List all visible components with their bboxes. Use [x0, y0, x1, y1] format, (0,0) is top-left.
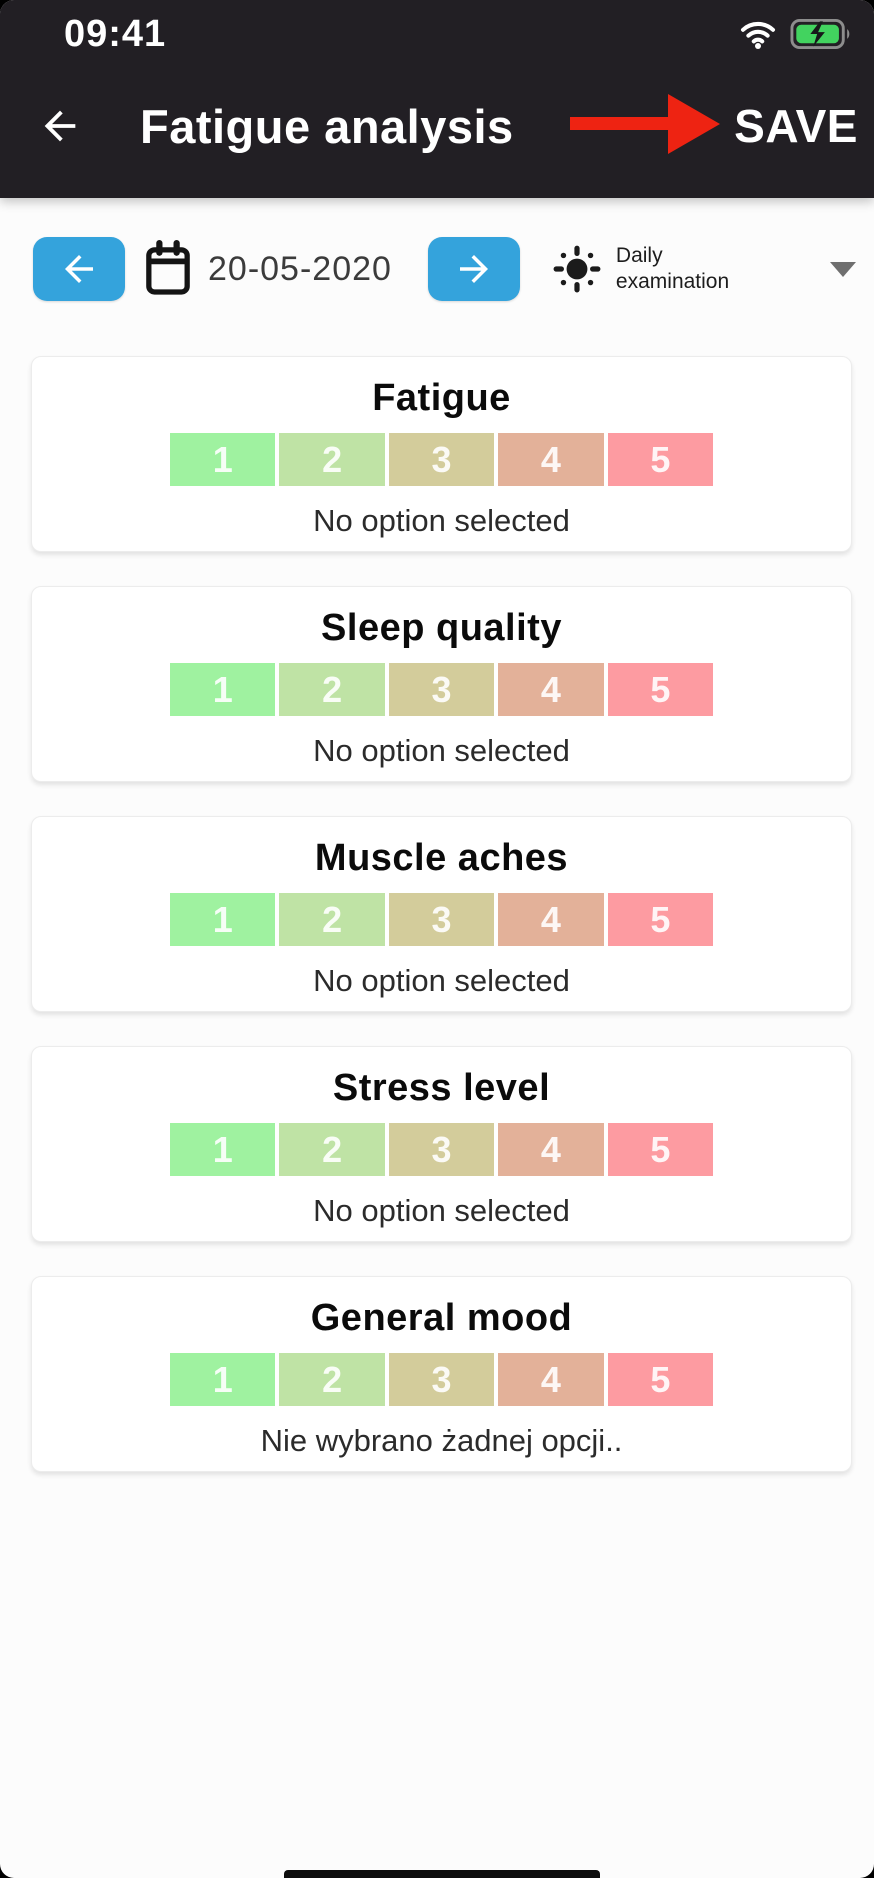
status-bar: 09:41	[0, 0, 874, 55]
battery-charging-icon	[790, 18, 852, 50]
rating-option-5[interactable]: 5	[607, 1123, 714, 1176]
annotation-arrow-icon	[570, 86, 722, 167]
status-icons	[740, 18, 852, 50]
card-sleep-quality: Sleep quality 1 2 3 4 5 No option selected	[31, 586, 852, 782]
rating-option-2[interactable]: 2	[279, 1123, 385, 1176]
examination-mode-label[interactable]: Daily examination	[615, 244, 730, 293]
next-day-button[interactable]	[427, 237, 520, 301]
selection-status: No option selected	[313, 503, 570, 538]
rating-option-1[interactable]: 1	[170, 433, 276, 486]
chevron-down-icon[interactable]	[830, 261, 856, 277]
card-muscle-aches: Muscle aches 1 2 3 4 5 No option selected	[31, 816, 852, 1012]
selection-status: No option selected	[313, 733, 570, 768]
rating-option-4[interactable]: 4	[498, 1123, 604, 1176]
rating-option-1[interactable]: 1	[170, 663, 276, 716]
rating-option-3[interactable]: 3	[388, 893, 495, 946]
card-title: Stress level	[332, 1067, 551, 1109]
home-indicator[interactable]	[284, 1870, 600, 1878]
card-fatigue: Fatigue 1 2 3 4 5 No option selected	[31, 356, 852, 552]
rating-option-2[interactable]: 2	[279, 663, 385, 716]
status-time: 09:41	[64, 12, 167, 55]
rating-option-4[interactable]: 4	[498, 663, 604, 716]
rating-option-3[interactable]: 3	[388, 1353, 495, 1406]
rating-option-1[interactable]: 1	[170, 1353, 276, 1406]
card-stress-level: Stress level 1 2 3 4 5 No option selected	[31, 1046, 852, 1242]
selection-status: No option selected	[313, 963, 570, 998]
rating-option-1[interactable]: 1	[170, 893, 276, 946]
back-button[interactable]	[36, 102, 84, 150]
sun-icon	[552, 244, 602, 294]
rating-option-1[interactable]: 1	[170, 1123, 276, 1176]
rating-option-3[interactable]: 3	[388, 433, 495, 486]
arrow-left-icon	[37, 103, 83, 149]
rating-option-4[interactable]: 4	[498, 1353, 604, 1406]
selection-status: No option selected	[313, 1193, 570, 1228]
calendar-icon[interactable]	[145, 240, 191, 298]
previous-day-button[interactable]	[33, 237, 125, 301]
card-title: Sleep quality	[321, 607, 562, 649]
rating-option-3[interactable]: 3	[388, 663, 495, 716]
card-title: Muscle aches	[314, 837, 569, 879]
header: 09:41	[0, 0, 874, 198]
rating-option-5[interactable]: 5	[607, 663, 714, 716]
save-button[interactable]: SAVE	[734, 100, 858, 152]
arrow-right-icon	[453, 248, 495, 290]
selection-status: Nie wybrano żadnej opcji..	[260, 1423, 623, 1458]
wifi-icon	[740, 19, 776, 49]
date-toolbar: 20-05-2020 Daily examination	[0, 236, 874, 302]
rating-option-5[interactable]: 5	[607, 433, 714, 486]
rating-option-3[interactable]: 3	[388, 1123, 495, 1176]
card-title: General mood	[310, 1297, 573, 1339]
page-title: Fatigue analysis	[140, 99, 514, 153]
rating-option-4[interactable]: 4	[498, 433, 604, 486]
selected-date: 20-05-2020	[208, 249, 392, 288]
rating-option-2[interactable]: 2	[279, 893, 385, 946]
rating-cards-list: Fatigue 1 2 3 4 5 No option selected Sleep qual…	[0, 356, 874, 1472]
card-title: Fatigue	[372, 377, 511, 419]
rating-option-2[interactable]: 2	[279, 1353, 385, 1406]
header-nav-row: Fatigue analysis SAVE	[0, 90, 874, 162]
rating-option-5[interactable]: 5	[607, 893, 714, 946]
card-general-mood: General mood 1 2 3 4 5 Nie wybrano żadnej opcj…	[31, 1276, 852, 1472]
rating-option-5[interactable]: 5	[607, 1353, 714, 1406]
rating-option-2[interactable]: 2	[279, 433, 385, 486]
rating-option-4[interactable]: 4	[498, 893, 604, 946]
arrow-left-icon	[58, 248, 100, 290]
